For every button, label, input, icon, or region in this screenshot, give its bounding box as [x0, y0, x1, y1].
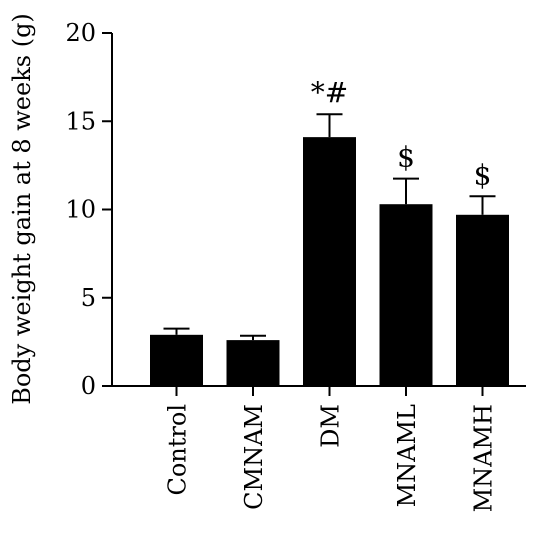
bar: [303, 137, 356, 386]
significance-label: $: [397, 141, 415, 174]
y-tick-label: 20: [65, 19, 96, 47]
x-tick-label: MNAML: [393, 404, 421, 507]
bars-group: *# $ $: [150, 76, 509, 386]
y-tick-label: 5: [81, 284, 96, 312]
y-tick-label: 0: [81, 372, 96, 400]
x-tick-label: CMNAM: [240, 404, 268, 510]
y-axis: 0 5 10 15 20: [65, 19, 113, 400]
significance-label: *#: [311, 76, 348, 109]
bar: [379, 204, 433, 386]
y-tick-label: 15: [65, 107, 96, 135]
x-axis: Control CMNAM DM MNAML MNAMH: [112, 385, 526, 512]
y-axis-label: Body weight gain at 8 weeks (g): [8, 13, 36, 405]
bar: [456, 214, 509, 386]
x-tick-label: Control: [164, 404, 192, 496]
y-tick-label: 10: [65, 196, 96, 224]
bar: [226, 340, 280, 386]
bar: [150, 334, 203, 386]
x-tick-label: DM: [317, 404, 345, 448]
significance-label: $: [474, 158, 492, 191]
x-tick-label: MNAMH: [470, 404, 498, 512]
